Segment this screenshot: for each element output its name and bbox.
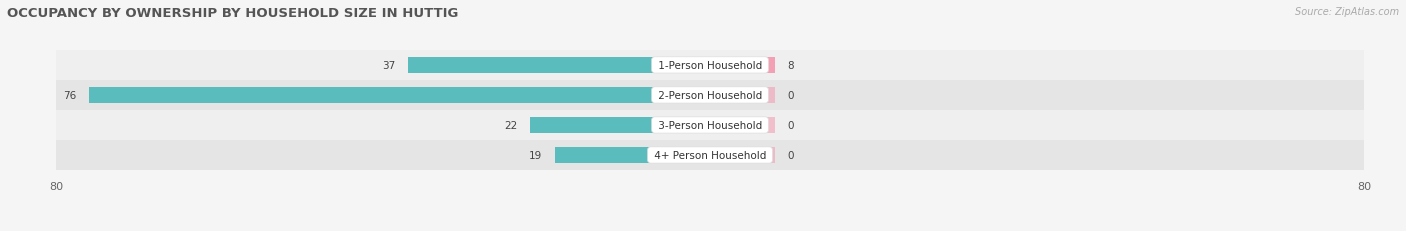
Text: 0: 0 [787,91,794,100]
Text: OCCUPANCY BY OWNERSHIP BY HOUSEHOLD SIZE IN HUTTIG: OCCUPANCY BY OWNERSHIP BY HOUSEHOLD SIZE… [7,7,458,20]
Text: 4+ Person Household: 4+ Person Household [651,150,769,160]
Text: 0: 0 [787,150,794,160]
Bar [710,147,776,164]
Text: 0: 0 [787,120,794,130]
Bar [56,140,1364,170]
Text: 3-Person Household: 3-Person Household [655,120,765,130]
Bar [56,51,1364,81]
Text: Source: ZipAtlas.com: Source: ZipAtlas.com [1295,7,1399,17]
Bar [710,117,776,134]
Bar [56,81,1364,110]
Text: 22: 22 [505,120,517,130]
Text: 76: 76 [63,91,77,100]
Text: 19: 19 [529,150,543,160]
Text: 8: 8 [787,61,794,71]
Bar [710,58,776,74]
Text: 1-Person Household: 1-Person Household [655,61,765,71]
Bar [56,110,1364,140]
Bar [89,87,710,104]
Bar [530,117,710,134]
Text: 37: 37 [382,61,395,71]
Bar [710,87,776,104]
Bar [555,147,710,164]
Bar [408,58,710,74]
Text: 2-Person Household: 2-Person Household [655,91,765,100]
